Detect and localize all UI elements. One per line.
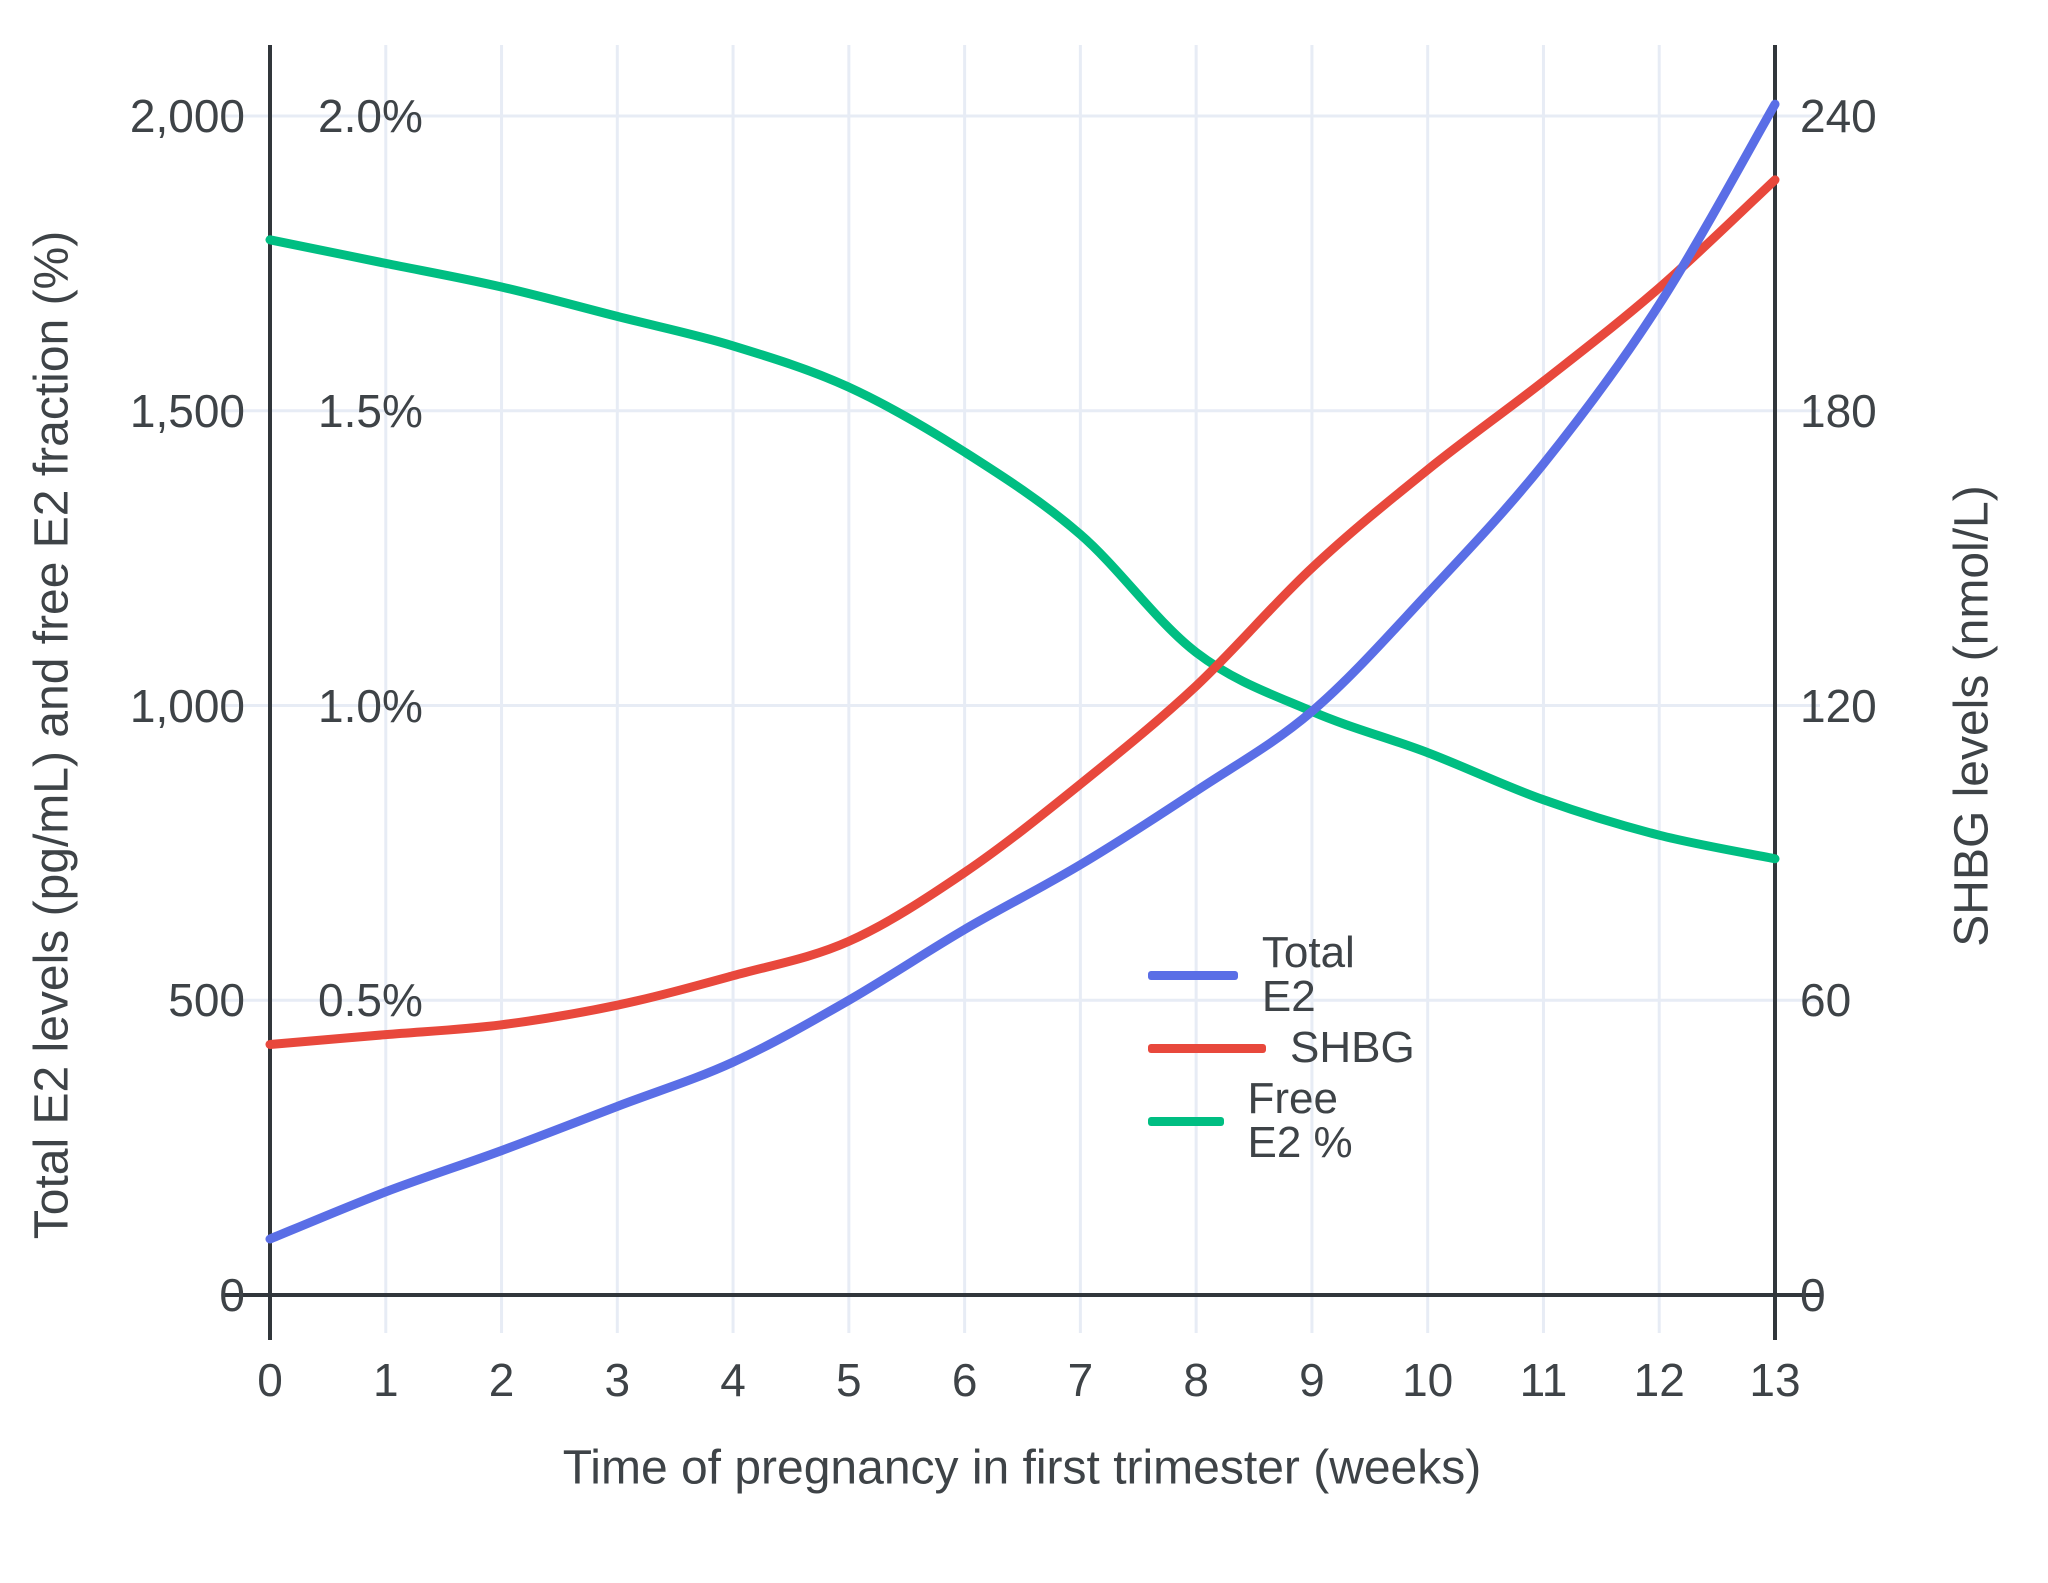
left-axis-tick-label: 500 — [168, 974, 245, 1027]
legend-swatch — [1148, 970, 1238, 980]
legend-label: SHBG — [1290, 1023, 1415, 1072]
x-axis-tick-label: 10 — [1402, 1354, 1454, 1406]
right-axis-tick-label: 0 — [1800, 1269, 1826, 1321]
left-axis-title: Total E2 levels (pg/mL) and free E2 frac… — [25, 230, 79, 1240]
legend-item-free-e2-[interactable]: Free E2 % — [1148, 1077, 1380, 1165]
x-axis-tick-label: 13 — [1749, 1354, 1801, 1406]
left-axis-tick-label: 0 — [219, 1269, 245, 1321]
x-axis-tick-label: 12 — [1633, 1354, 1685, 1406]
legend-item-shbg[interactable]: SHBG — [1148, 1026, 1415, 1070]
x-axis-tick-label: 0 — [257, 1354, 283, 1406]
series-line-free-e2- — [265, 235, 1780, 864]
x-axis-tick-label: 6 — [951, 1354, 978, 1406]
right-axis-tick-label: 240 — [1800, 90, 1877, 142]
percent-tick-label: 0.5% — [318, 974, 423, 1027]
x-axis-tick-label: 5 — [836, 1354, 862, 1406]
right-axis-tick-label: 180 — [1800, 384, 1877, 437]
percent-tick-label: 2.0% — [318, 90, 423, 142]
percent-tick-label: 1.0% — [318, 679, 423, 732]
series-line-total-e2 — [265, 99, 1780, 1244]
legend-item-total-e2[interactable]: Total E2 — [1148, 931, 1383, 1019]
percent-tick-label: 1.5% — [318, 384, 423, 437]
x-axis-tick-label: 7 — [1067, 1354, 1094, 1406]
x-axis-tick-label: 4 — [720, 1354, 746, 1406]
x-axis-tick-label: 8 — [1183, 1354, 1209, 1406]
x-axis-tick-label: 2 — [488, 1354, 515, 1406]
right-axis-title: SHBG levels (nmol/L) — [1945, 485, 1999, 947]
legend-swatch — [1148, 1043, 1266, 1053]
x-axis-title: Time of pregnancy in first trimester (we… — [562, 1441, 1482, 1495]
left-axis-tick-label: 2,000 — [129, 90, 245, 142]
legend-label: Total E2 — [1261, 928, 1355, 1021]
x-axis-tick-label: 11 — [1519, 1354, 1568, 1406]
x-axis-tick-label: 9 — [1299, 1354, 1325, 1406]
x-axis-tick-label: 3 — [604, 1354, 631, 1406]
right-axis-tick-label: 120 — [1800, 679, 1877, 732]
left-axis-tick-label: 1,000 — [129, 679, 245, 732]
legend-label: Free E2 % — [1247, 1074, 1353, 1167]
right-axis-tick-label: 60 — [1800, 974, 1852, 1027]
left-axis-tick-label: 1,500 — [129, 384, 245, 437]
legend-swatch — [1148, 1116, 1224, 1126]
x-axis-tick-label: 1 — [372, 1354, 399, 1406]
series-line-shbg — [265, 175, 1780, 1049]
